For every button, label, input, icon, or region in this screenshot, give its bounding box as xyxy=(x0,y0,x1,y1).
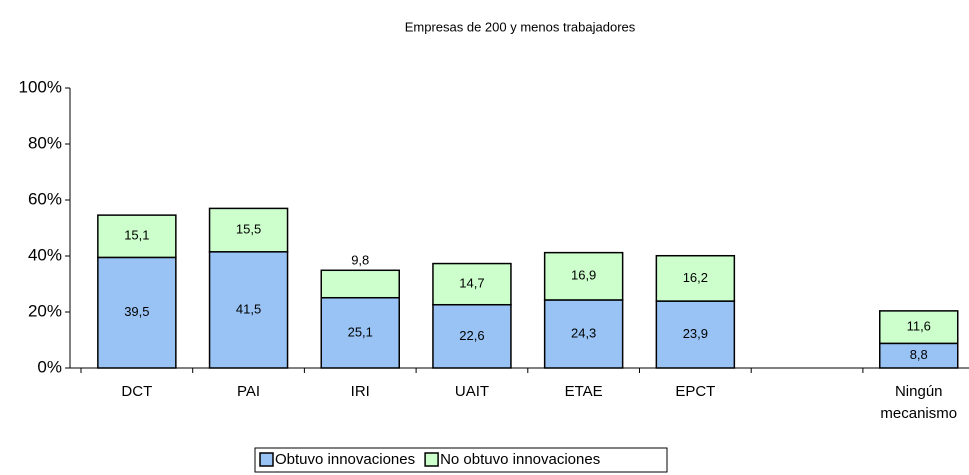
value-label: 16,9 xyxy=(571,268,596,283)
value-label: 15,5 xyxy=(236,222,261,237)
bar-segment xyxy=(543,299,624,369)
y-tick-label: 20% xyxy=(28,301,62,320)
legend-swatch xyxy=(424,452,439,467)
bar-segment xyxy=(655,254,736,302)
legend-frame xyxy=(254,447,668,473)
x-tick-label: EPCT xyxy=(675,383,715,400)
bar-segment xyxy=(320,296,400,369)
legend-label: No obtuvo innovaciones xyxy=(440,451,600,468)
bar-segment xyxy=(879,310,959,345)
bar-segment xyxy=(97,214,177,259)
y-tick-label: 100% xyxy=(19,77,62,96)
bar-segment xyxy=(320,269,400,299)
x-tick-label: UAIT xyxy=(455,383,489,400)
chart-title: Empresas de 200 y menos trabajadores xyxy=(405,19,636,34)
legend-label: Obtuvo innovaciones xyxy=(275,451,415,468)
x-tick-label: DCT xyxy=(121,383,152,400)
value-label: 16,2 xyxy=(683,270,708,285)
y-tick-label: 80% xyxy=(28,133,62,152)
value-label: 25,1 xyxy=(348,324,373,339)
value-label: 22,6 xyxy=(459,328,484,343)
bar-segment xyxy=(97,256,177,369)
bar-segment xyxy=(432,303,512,369)
bar-segment xyxy=(543,251,624,301)
bar-segment xyxy=(655,300,736,369)
y-tick-label: 0% xyxy=(37,357,62,376)
value-label: 39,5 xyxy=(124,304,149,319)
bar-segment xyxy=(432,262,512,306)
value-label: 41,5 xyxy=(236,301,261,316)
value-label: 8,8 xyxy=(910,347,928,362)
value-label: 9,8 xyxy=(351,253,369,268)
x-tick-label: ETAE xyxy=(565,383,603,400)
value-label: 14,7 xyxy=(459,276,484,291)
value-label: 11,6 xyxy=(907,319,931,334)
x-tick-label: IRI xyxy=(351,383,370,400)
bar-segment xyxy=(208,251,289,369)
y-tick-label: 60% xyxy=(28,189,62,208)
legend-swatch xyxy=(259,452,274,467)
x-tick-label: PAI xyxy=(237,383,260,400)
legend: Obtuvo innovaciones No obtuvo innovacione… xyxy=(254,447,668,473)
value-label: 24,3 xyxy=(571,325,596,340)
bar-segment xyxy=(879,342,959,369)
bar-segment xyxy=(208,207,289,253)
value-label: 23,9 xyxy=(683,326,708,341)
y-tick-label: 40% xyxy=(28,245,62,264)
x-tick-label: Ningún mecanismo xyxy=(880,383,957,422)
value-label: 15,1 xyxy=(124,228,149,243)
